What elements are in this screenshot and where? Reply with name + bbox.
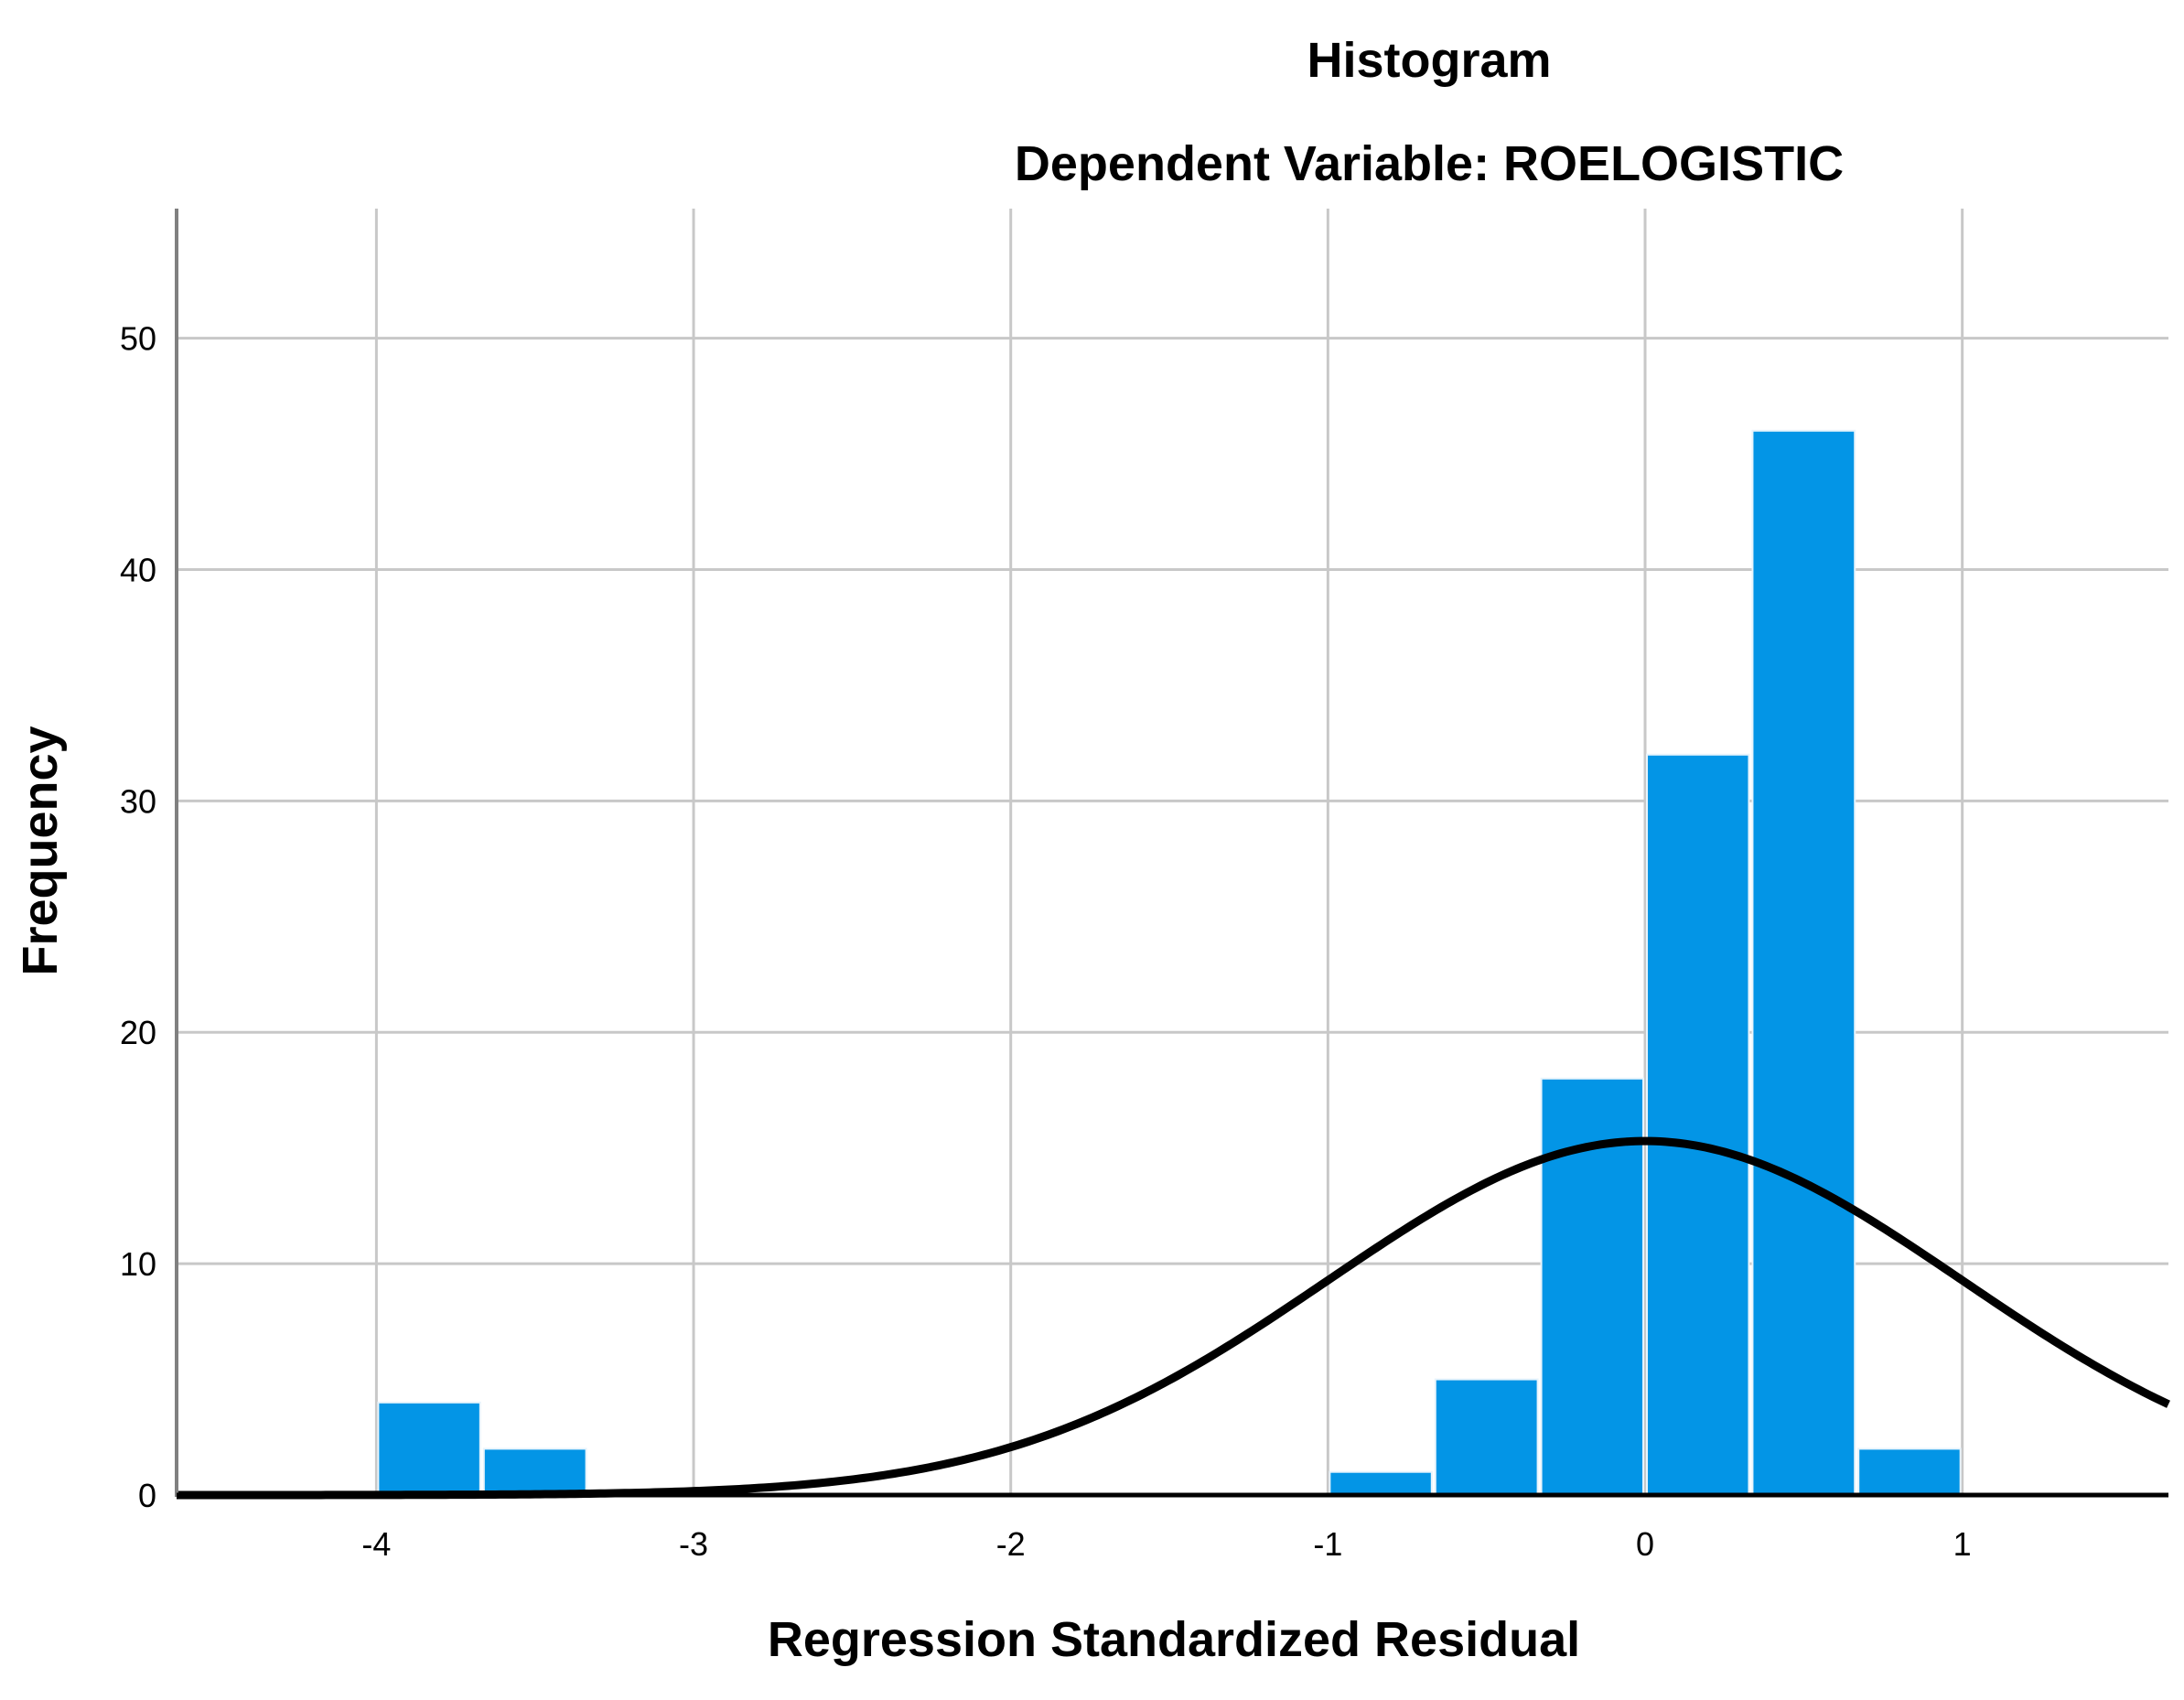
histogram-bar-5	[1646, 753, 1750, 1496]
grid-lines	[177, 209, 2168, 1495]
x-tick-label-3: -1	[1313, 1525, 1342, 1563]
x-tick-label-2: -2	[996, 1525, 1026, 1563]
x-tick-label-5: 1	[1953, 1525, 1972, 1563]
histogram-bars	[377, 429, 1962, 1497]
y-tick-label-0: 0	[138, 1477, 156, 1514]
x-tick-label-1: -3	[679, 1525, 708, 1563]
y-tick-label-4: 40	[120, 551, 156, 588]
y-axis-label: Frequency	[13, 726, 68, 975]
histogram-bar-6	[1751, 429, 1856, 1497]
x-axis-label: Regression Standardized Residual	[768, 1612, 1580, 1667]
axes	[175, 209, 2168, 1498]
chart-title: Histogram	[1307, 33, 1551, 88]
y-tick-label-5: 50	[120, 320, 156, 358]
y-tick-label-1: 10	[120, 1245, 156, 1283]
histogram-bar-2	[1329, 1470, 1433, 1497]
chart-subtitle: Dependent Variable: ROELOGISTIC	[1015, 136, 1844, 191]
x-tick-label-4: 0	[1636, 1525, 1654, 1563]
histogram-bar-3	[1434, 1378, 1539, 1497]
x-tick-label-0: -4	[361, 1525, 391, 1563]
y-tick-label-3: 30	[120, 782, 156, 820]
y-tick-label-2: 20	[120, 1014, 156, 1051]
histogram-bar-0	[377, 1401, 481, 1496]
histogram-bar-7	[1857, 1447, 1962, 1496]
histogram-bar-1	[482, 1447, 587, 1496]
